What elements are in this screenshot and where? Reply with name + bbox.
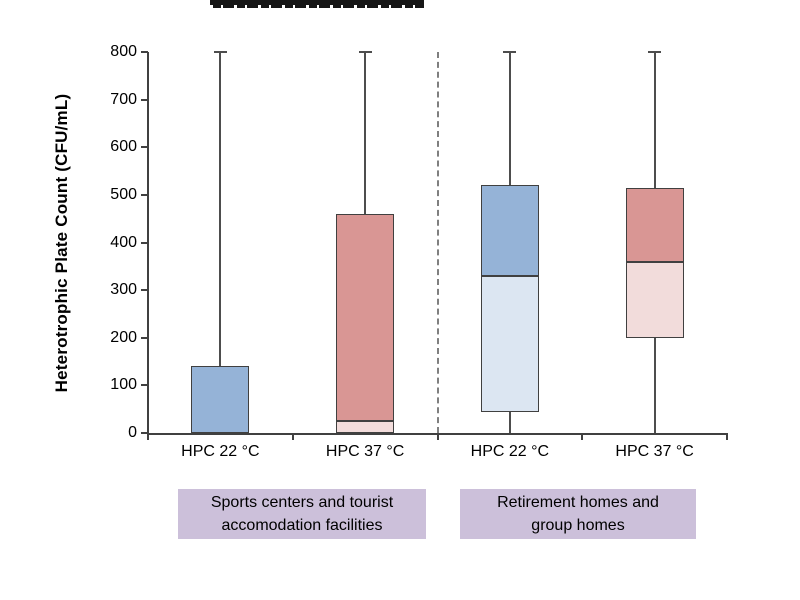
x-category-label: HPC 22 °C: [470, 443, 550, 460]
y-axis-tick-label: 800: [110, 43, 137, 60]
box-lower-segment: [625, 261, 684, 338]
y-axis-tick: [141, 193, 148, 196]
y-axis-tick: [141, 432, 148, 434]
whisker-cap: [213, 51, 227, 53]
x-category-label: HPC 22 °C: [181, 443, 260, 460]
y-axis-tick: [141, 289, 148, 292]
y-axis-tick: [141, 146, 148, 149]
box-lower-segment: [480, 275, 539, 412]
box-lower-segment: [336, 421, 395, 433]
y-axis-tick-label: 0: [128, 424, 137, 441]
box-upper-segment: [191, 366, 250, 433]
y-axis-tick-label: 100: [110, 376, 137, 394]
x-category-label: HPC 37 °C: [325, 443, 405, 460]
group-divider-line: [436, 52, 439, 433]
x-axis-tick: [436, 433, 439, 440]
box-upper-segment: [336, 213, 395, 422]
whisker-cap: [358, 51, 372, 53]
group-label-line: Retirement homes and: [497, 494, 659, 511]
whisker-cap: [648, 51, 662, 53]
box-upper-segment: [625, 187, 684, 262]
y-axis-tick: [141, 336, 148, 339]
y-axis-tick-label: 700: [110, 90, 137, 108]
cropped-title-fragment: [210, 0, 424, 8]
y-axis-tick: [141, 241, 148, 244]
y-axis-tick: [141, 384, 148, 387]
x-axis-tick: [581, 433, 584, 440]
y-axis-tick-label: 300: [110, 281, 137, 299]
group-label-line: Sports centers and tourist: [210, 494, 394, 511]
group-label-line: group homes: [531, 517, 625, 534]
y-axis-tick-label: 200: [110, 328, 137, 346]
y-axis-line: [147, 52, 149, 435]
x-axis-tick: [147, 433, 149, 440]
whisker-line: [219, 52, 222, 433]
y-axis-tick: [141, 51, 148, 53]
group-label-line: accomodation facilities: [221, 517, 383, 534]
x-axis-tick: [291, 433, 294, 440]
group-label-retirement: Retirement homes and group homes: [460, 489, 696, 539]
x-axis-tick: [726, 433, 728, 440]
y-axis-tick-label: 400: [110, 233, 137, 251]
group-label-sports: Sports centers and tourist accomodation …: [178, 489, 426, 539]
y-axis-tick-label: 500: [110, 185, 137, 203]
whisker-cap: [503, 51, 517, 53]
box-upper-segment: [480, 185, 539, 276]
x-category-label: HPC 37 °C: [615, 443, 694, 460]
y-axis-tick-label: 600: [110, 138, 137, 156]
y-axis-tick: [141, 98, 148, 101]
